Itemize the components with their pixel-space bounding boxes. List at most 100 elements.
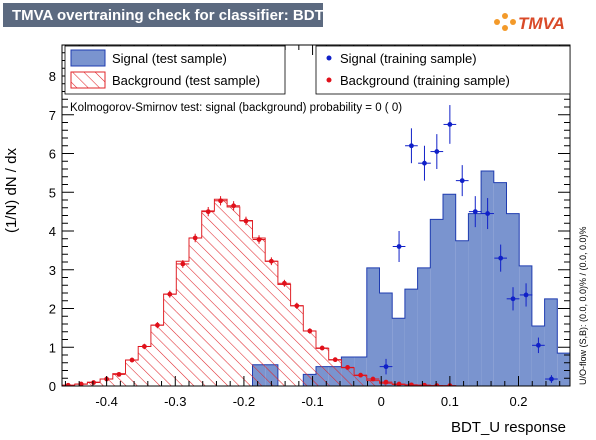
signal-train-point [536, 342, 541, 348]
background-test-bar [138, 346, 151, 386]
signal-train-point [396, 244, 402, 249]
background-train-point [205, 209, 211, 215]
legend-background-train-marker [326, 77, 332, 83]
legend-background-test-swatch [70, 71, 106, 89]
signal-train-point [485, 211, 491, 216]
background-train-point [243, 218, 249, 224]
y-tick-label: 0 [49, 379, 56, 394]
signal-train-point [422, 160, 427, 166]
background-train-point [345, 365, 350, 370]
signal-train-point [447, 122, 453, 127]
background-train-point [383, 379, 389, 385]
legend-signal-test-label: Signal (test sample) [112, 51, 227, 66]
background-train-point [332, 357, 338, 363]
signal-test-bar [366, 267, 380, 386]
background-train-point [434, 383, 440, 386]
x-tick-label: 0 [378, 394, 385, 409]
x-tick-label: -0.1 [301, 394, 323, 409]
chart-title: TMVA overtraining check for classifier: … [12, 7, 343, 24]
background-train-point [307, 328, 313, 334]
legend-background-train-label: Background (training sample) [340, 73, 510, 88]
background-test-bar [366, 380, 380, 386]
signal-train-point [434, 149, 440, 154]
background-test-bar [150, 325, 164, 386]
x-tick-label: -0.4 [95, 394, 117, 409]
signal-train-point [549, 376, 554, 382]
background-test-bar [328, 360, 342, 386]
signal-test-bar [531, 325, 545, 386]
logo-text: TMVA [518, 14, 565, 33]
background-test-bar [277, 284, 291, 386]
signal-train-point [409, 143, 414, 149]
title-box [3, 3, 323, 27]
signal-test-bar [379, 293, 393, 386]
background-test-bar [112, 373, 126, 386]
background-train-point [396, 381, 402, 386]
background-train-point [78, 381, 84, 386]
y-tick-label: 3 [49, 263, 56, 278]
background-test-bar [214, 199, 228, 386]
legend-test: Signal (test sample) Background (test sa… [64, 45, 286, 95]
background-test-bar [227, 206, 240, 386]
y-tick-label: 7 [49, 108, 56, 123]
background-train-point [282, 280, 287, 286]
background-train-point [129, 357, 135, 363]
background-test-bar [189, 237, 202, 386]
signal-train-point [510, 296, 516, 302]
signal-test-outline [62, 170, 570, 386]
signal-test-bar [544, 298, 558, 386]
legend-signal-train-marker [326, 55, 332, 61]
legend-signal-test-swatch [70, 49, 106, 67]
background-test-bar [239, 220, 253, 386]
plot-layer [62, 105, 570, 386]
legend-background-test-label: Background (test sample) [112, 73, 260, 88]
background-test-bar [303, 330, 316, 386]
x-tick-label: 0.2 [509, 394, 527, 409]
background-train-point [231, 203, 237, 209]
x-tick-label: -0.3 [164, 394, 186, 409]
logo-dot [494, 19, 500, 25]
background-test-bar [163, 294, 177, 386]
background-test-bar [290, 305, 304, 386]
y-tick-label: 4 [49, 224, 56, 239]
signal-train-point [459, 178, 465, 184]
y-tick-label: 5 [49, 185, 56, 200]
background-train-point [167, 291, 173, 297]
signal-test-bar [443, 194, 456, 386]
background-train-point [370, 376, 376, 382]
background-train-point [116, 371, 122, 377]
legend-train: Signal (training sample) Background (tra… [315, 45, 571, 95]
background-test-bar [125, 360, 139, 386]
x-tick-label: -0.2 [233, 394, 255, 409]
background-train-point [294, 303, 300, 309]
y-tick-label: 8 [49, 69, 56, 84]
signal-train-point [498, 255, 504, 261]
signal-test-bar [481, 170, 494, 386]
signal-test-bar [417, 267, 431, 386]
signal-test-bar [519, 265, 532, 386]
signal-test-bar [493, 182, 507, 386]
y-axis-title: (1/N) dN / dx [3, 148, 20, 234]
background-test-bar [354, 375, 367, 386]
background-test-bar [201, 210, 215, 386]
ks-test-text: Kolmogorov-Smirnov test: signal (backgro… [70, 102, 402, 114]
background-test-bar [316, 348, 329, 386]
signal-train-point [472, 209, 478, 215]
signal-test-bar [392, 318, 405, 386]
y-tick-label: 6 [49, 147, 56, 162]
logo-dot [502, 25, 508, 31]
signal-train-point [383, 364, 389, 370]
signal-test-bar [468, 213, 482, 386]
background-test-bar [252, 237, 266, 386]
background-train-point [256, 237, 262, 242]
background-train-point [65, 382, 71, 386]
background-train-point [91, 380, 96, 385]
background-train-point [268, 258, 274, 264]
x-axis-title: BDT_U response [451, 419, 566, 436]
background-train-point [218, 198, 223, 204]
background-train-point [155, 322, 160, 328]
background-test-bar [176, 261, 189, 386]
overflow-text: U/O-flow (S,B): (0.0, 0.0)% / (0.0, 0.0)… [578, 226, 588, 385]
background-test-bar [265, 261, 278, 386]
background-train-point [422, 382, 427, 386]
